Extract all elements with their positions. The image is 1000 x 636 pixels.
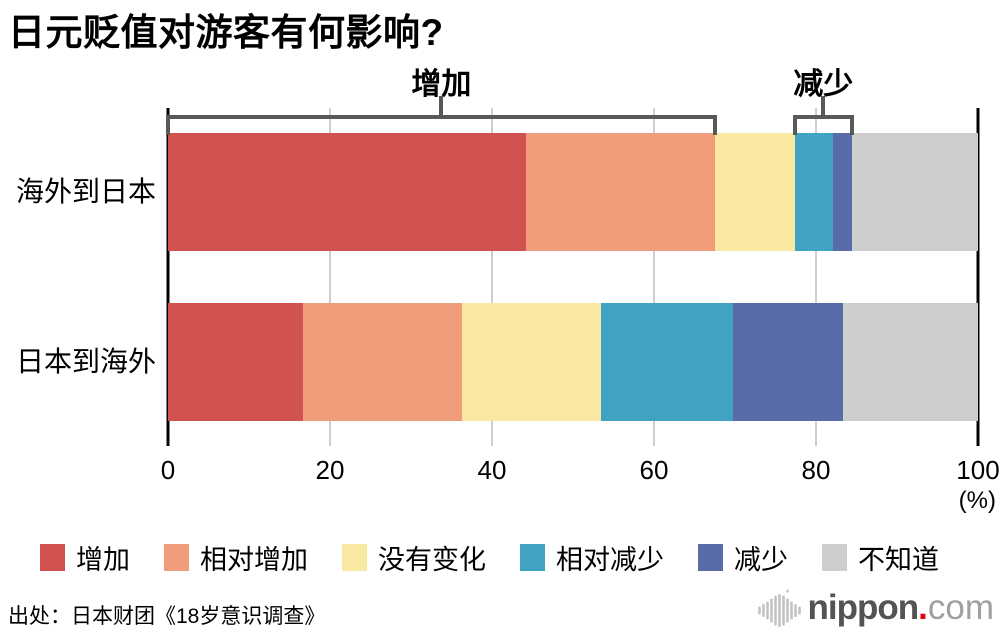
- legend-label: 减少: [734, 545, 788, 575]
- logo-text-com: com: [927, 588, 994, 627]
- legend-label: 没有变化: [378, 545, 486, 575]
- axis-line-100: [976, 108, 980, 446]
- bracket-line: [794, 115, 852, 119]
- bar-segment: [842, 303, 978, 421]
- x-tick-80: 80: [801, 455, 831, 485]
- bar-1: [168, 303, 978, 421]
- legend: 增加 相对增加 没有变化 相对减少 减少 不知道: [40, 538, 939, 577]
- legend-swatch: [698, 544, 723, 571]
- bracket-end: [849, 115, 854, 135]
- bracket-label: 减少: [793, 68, 854, 101]
- bar-segment: [832, 133, 852, 251]
- legend-label: 相对增加: [200, 545, 308, 575]
- gridline-80: [815, 108, 817, 446]
- bracket-end: [712, 115, 717, 135]
- bar-segment: [168, 133, 527, 251]
- logo-text-nippon: nippon: [807, 588, 920, 627]
- bar-0: [168, 133, 978, 251]
- soundwave-icon: [757, 589, 801, 627]
- legend-swatch: [40, 544, 65, 571]
- bracket-stub: [821, 96, 826, 115]
- legend-swatch: [822, 544, 847, 571]
- source-note: 出处：日本财团《18岁意识调查》: [8, 605, 326, 628]
- x-tick-0: 0: [160, 455, 176, 485]
- legend-swatch: [520, 544, 545, 571]
- bar-segment: [714, 133, 795, 251]
- bar-segment: [303, 303, 463, 421]
- legend-label: 相对减少: [556, 545, 664, 575]
- bar-segment: [794, 133, 833, 251]
- bracket-end: [166, 115, 170, 135]
- x-tick-60: 60: [639, 455, 669, 485]
- legend-swatch: [342, 544, 367, 571]
- plot-area: 0 20 40 60 80 100 海外到日本日本到海外 增加 减少: [16, 68, 1000, 485]
- legend-item: 相对增加: [164, 538, 308, 577]
- gridline-60: [653, 108, 655, 446]
- legend-label: 增加: [76, 545, 130, 575]
- bar-segment: [851, 133, 978, 251]
- x-tick-40: 40: [477, 455, 507, 485]
- gridline-20: [329, 108, 331, 446]
- legend-swatch: [164, 544, 189, 571]
- legend-item: 增加: [40, 538, 130, 577]
- legend-item: 减少: [698, 538, 788, 577]
- legend-item: 不知道: [822, 538, 939, 577]
- x-tick-20: 20: [315, 455, 345, 485]
- bracket-end: [792, 115, 797, 135]
- legend-label: 不知道: [858, 545, 939, 575]
- bracket-line: [168, 115, 715, 119]
- gridline-40: [491, 108, 493, 446]
- x-axis-unit: (%): [958, 487, 996, 514]
- category-label: 日本到海外: [15, 346, 156, 377]
- category-label: 海外到日本: [15, 176, 156, 207]
- bracket-stub: [439, 96, 444, 115]
- nippon-logo: nippon . com: [757, 588, 994, 628]
- bar-segment: [526, 133, 715, 251]
- bracket-label: 增加: [411, 68, 472, 101]
- bar-segment: [168, 303, 304, 421]
- bar-segment: [733, 303, 843, 421]
- axis-line-0: [166, 108, 170, 446]
- legend-item: 相对减少: [520, 538, 664, 577]
- bar-segment: [462, 303, 602, 421]
- logo-dot: .: [918, 588, 928, 627]
- bar-segment: [601, 303, 734, 421]
- x-tick-100: 100: [956, 455, 1000, 485]
- legend-item: 没有变化: [342, 538, 486, 577]
- chart-title: 日元贬值对游客有何影响?: [8, 12, 444, 53]
